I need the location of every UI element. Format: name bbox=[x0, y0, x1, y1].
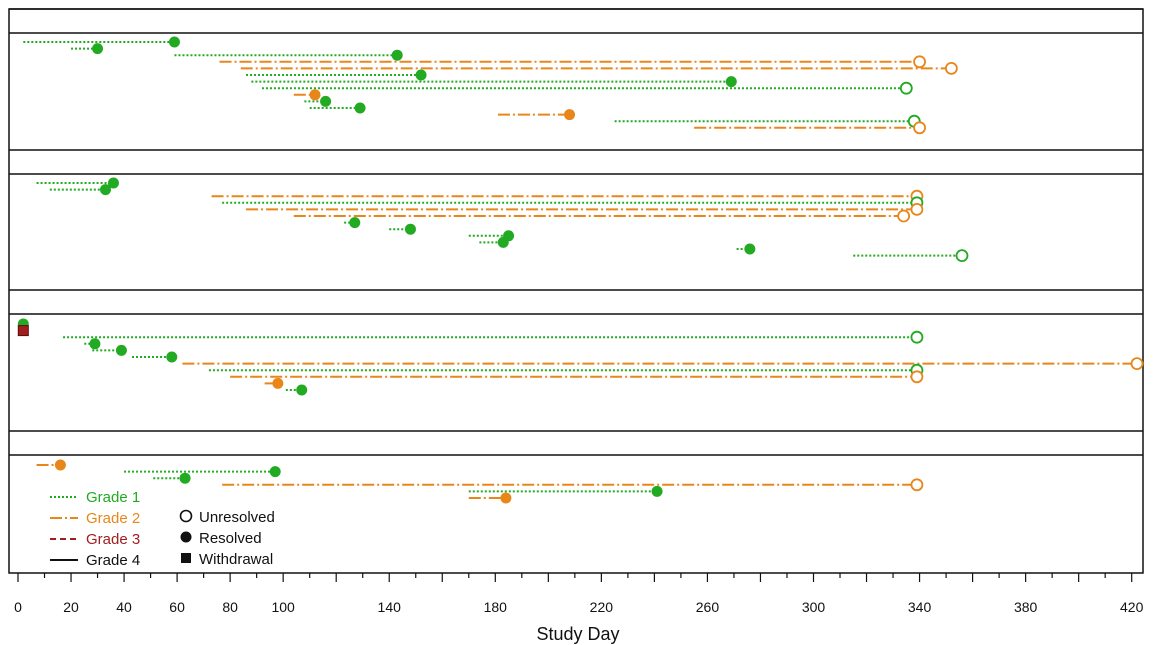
x-tick-label: 20 bbox=[63, 599, 79, 615]
resolved-marker bbox=[404, 223, 416, 235]
resolved-marker bbox=[320, 95, 332, 107]
resolved-marker bbox=[354, 102, 366, 114]
resolved-marker bbox=[100, 184, 112, 196]
resolved-marker bbox=[168, 36, 180, 48]
events-layer bbox=[17, 36, 1144, 504]
resolved-marker bbox=[564, 109, 576, 121]
resolved-marker bbox=[107, 177, 119, 189]
resolved-marker bbox=[89, 338, 101, 350]
unresolved-marker bbox=[913, 55, 926, 69]
resolved-marker bbox=[500, 492, 512, 504]
resolved-marker bbox=[651, 485, 663, 497]
x-tick-label: 220 bbox=[590, 599, 614, 615]
x-tick-label: 140 bbox=[378, 599, 402, 615]
resolved-marker bbox=[296, 384, 308, 396]
resolved-marker bbox=[744, 243, 756, 255]
legend-label: Grade 2 bbox=[86, 510, 140, 527]
legend-label: Grade 1 bbox=[86, 489, 140, 506]
plot-frame bbox=[8, 8, 1144, 574]
resolved-marker bbox=[497, 236, 509, 248]
legend-resolved-icon bbox=[180, 531, 192, 543]
legend-label: Grade 3 bbox=[86, 531, 140, 548]
panels-layer bbox=[9, 8, 1143, 456]
x-tick-label: 340 bbox=[908, 599, 932, 615]
resolved-marker bbox=[269, 466, 281, 478]
unresolved-marker bbox=[955, 249, 969, 263]
legend-unresolved-icon bbox=[179, 509, 193, 523]
unresolved-marker bbox=[910, 370, 924, 384]
legend-marker-label: Withdrawal bbox=[199, 551, 273, 568]
legend-marker-label: Unresolved bbox=[199, 509, 275, 526]
resolved-marker bbox=[725, 76, 737, 88]
resolved-marker bbox=[166, 351, 178, 363]
x-tick-label: 60 bbox=[169, 599, 185, 615]
resolved-marker bbox=[415, 69, 427, 81]
unresolved-marker bbox=[899, 81, 913, 95]
legend-marker-label: Resolved bbox=[199, 530, 262, 547]
unresolved-marker bbox=[944, 62, 958, 75]
resolved-marker bbox=[391, 49, 403, 61]
unresolved-marker bbox=[913, 121, 926, 135]
unresolved-marker bbox=[1130, 357, 1144, 371]
resolved-marker bbox=[54, 459, 66, 471]
resolved-marker bbox=[309, 89, 321, 101]
legend-withdrawal-icon bbox=[181, 553, 191, 563]
unresolved-marker bbox=[897, 209, 911, 223]
unresolved-marker bbox=[910, 330, 924, 344]
resolved-marker bbox=[179, 472, 191, 484]
x-tick-label: 180 bbox=[484, 599, 508, 615]
x-tick-label: 380 bbox=[1014, 599, 1038, 615]
legend-label: Grade 4 bbox=[86, 552, 140, 569]
resolved-marker bbox=[272, 377, 284, 389]
resolved-marker bbox=[115, 344, 127, 356]
legend: Grade 1 Grade 2 Grade 3 Grade 4 Unresolved Re… bbox=[50, 489, 275, 569]
x-axis: 0 20 40 60 80 100 140 180 220 260 300 340 380 420 bbox=[14, 573, 1144, 615]
x-tick-label: 100 bbox=[271, 599, 295, 615]
unresolved-marker bbox=[910, 478, 924, 492]
x-tick-label: 260 bbox=[696, 599, 720, 615]
x-tick-label: 300 bbox=[802, 599, 826, 615]
x-axis-label: Study Day bbox=[536, 624, 619, 644]
x-tick-label: 80 bbox=[222, 599, 238, 615]
x-tick-label: 40 bbox=[116, 599, 132, 615]
resolved-marker bbox=[92, 43, 104, 55]
x-tick-label: 420 bbox=[1120, 599, 1144, 615]
withdrawal-marker bbox=[17, 325, 29, 337]
unresolved-marker bbox=[910, 202, 924, 216]
resolved-marker bbox=[349, 217, 361, 229]
x-tick-label: 0 bbox=[14, 599, 22, 615]
